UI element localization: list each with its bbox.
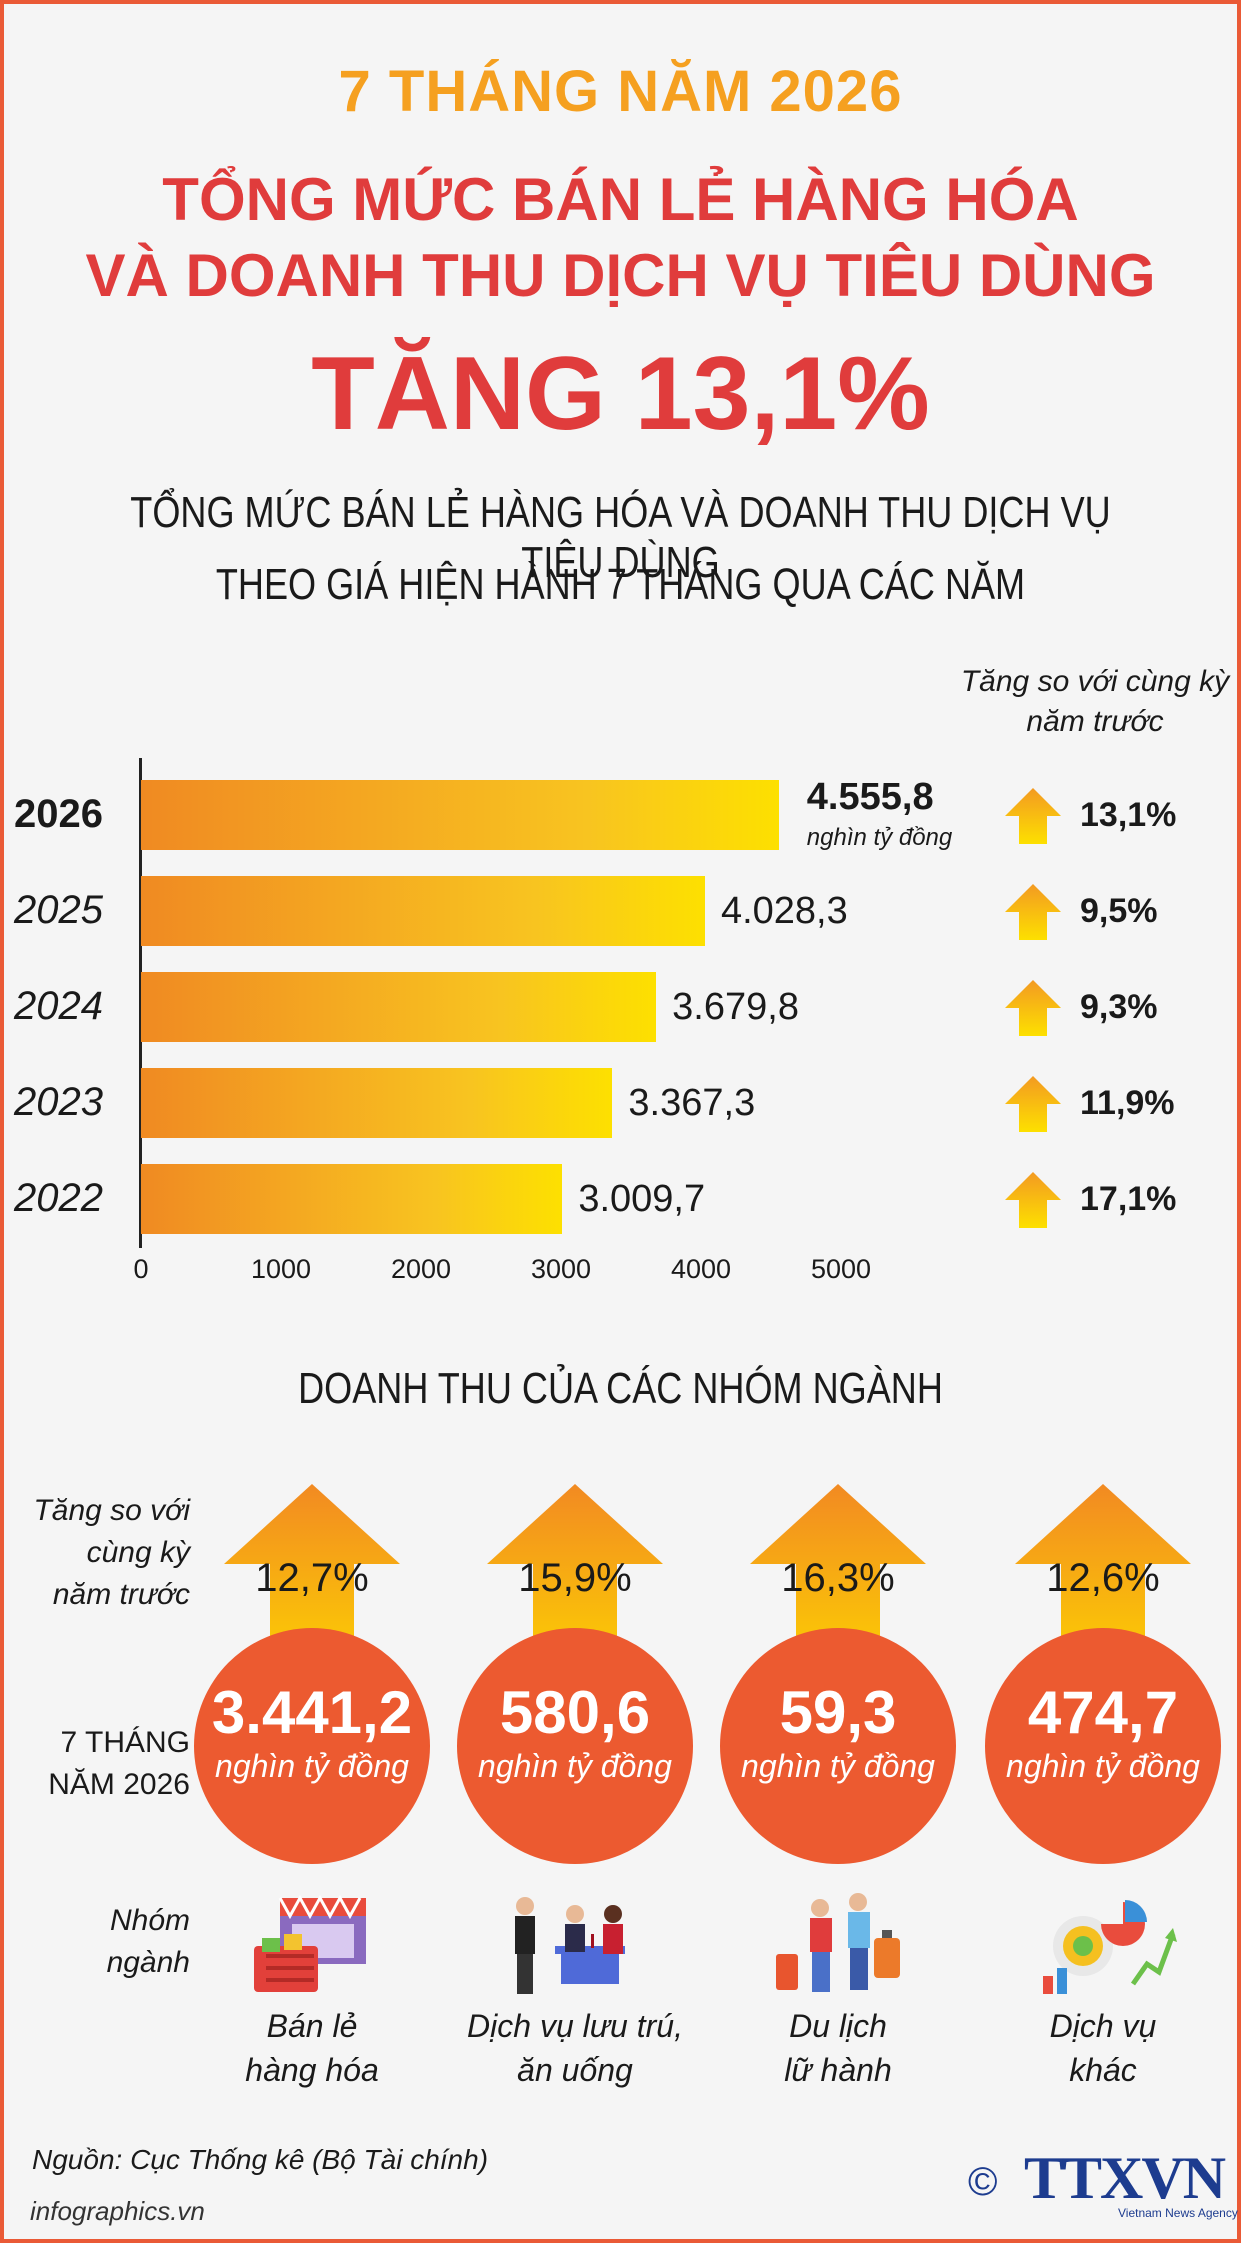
- travel-icon: [758, 1884, 918, 2004]
- bar: [141, 1164, 563, 1234]
- bar: [141, 780, 779, 850]
- sector-name-line2: hàng hóa: [245, 2052, 379, 2088]
- sector-unit: nghìn tỷ đồng: [215, 1748, 409, 1784]
- bar-category-label: 2023: [14, 1080, 103, 1124]
- bar-category-label: 2022: [14, 1176, 103, 1220]
- big-up-arrow-icon: [1013, 1482, 1193, 1682]
- sector-growth-label-2: cùng kỳ: [86, 1536, 190, 1569]
- period-heading: 7 THÁNG NĂM 2026: [338, 59, 903, 124]
- growth-header: Tăng so với cùng kỳ năm trước: [960, 662, 1230, 742]
- bar-category-label: 2026: [14, 792, 103, 836]
- bar-value-label: 4.555,8: [806, 776, 934, 818]
- ttxvn-logo: TTXVN: [1024, 2145, 1226, 2211]
- sector-growth-value: 12,6%: [1046, 1556, 1160, 1600]
- y-axis-line: [139, 758, 142, 1248]
- up-arrow-icon: [1003, 786, 1063, 846]
- up-arrow-icon: [1003, 1074, 1063, 1134]
- sector-value-circle: 580,6 nghìn tỷ đồng: [457, 1628, 693, 1864]
- bar-category-label: 2024: [14, 984, 103, 1028]
- source-note: Nguồn: Cục Thống kê (Bộ Tài chính): [32, 2144, 489, 2175]
- sector-value: 59,3: [779, 1679, 897, 1746]
- growth-value: 9,3%: [1080, 988, 1158, 1026]
- sector-growth-value: 12,7%: [255, 1556, 369, 1600]
- headline-growth: TĂNG 13,1%: [311, 336, 930, 452]
- sector-value: 3.441,2: [211, 1679, 413, 1746]
- bar-value-label: 3.367,3: [628, 1082, 756, 1124]
- growth-value: 13,1%: [1080, 796, 1177, 834]
- up-arrow-icon: [1003, 882, 1063, 942]
- sector-growth-label-3: năm trước: [52, 1578, 190, 1611]
- x-tick-label: 0: [133, 1254, 149, 1284]
- big-up-arrow-icon: [485, 1482, 665, 1682]
- bar-value-label: 4.028,3: [720, 890, 848, 932]
- x-tick-label: 2000: [390, 1254, 452, 1284]
- sector-value: 580,6: [499, 1679, 651, 1746]
- bar-value-label: 3.009,7: [578, 1178, 706, 1220]
- sector-growth-label: Tăng so với cùng kỳ năm trước: [10, 1490, 190, 1616]
- main-title-line1: TỔNG MỨC BÁN LẺ HÀNG HÓA: [162, 166, 1079, 233]
- sector-unit: nghìn tỷ đồng: [478, 1748, 672, 1784]
- chart-title-line1: TỔNG MỨC BÁN LẺ HÀNG HÓA VÀ DOANH THU DỊ…: [130, 488, 1111, 587]
- copyright-icon: ©: [968, 2160, 998, 2204]
- sector-group-label: Nhóm ngành: [10, 1900, 190, 1984]
- sector-value-circle: 59,3 nghìn tỷ đồng: [720, 1628, 956, 1864]
- sector-growth-label-1: Tăng so với: [33, 1494, 190, 1527]
- sector-growth-value: 15,9%: [518, 1556, 632, 1600]
- sector-name-line1: Dịch vụ: [1049, 2008, 1157, 2044]
- growth-value: 9,5%: [1080, 892, 1158, 930]
- sector-value-circle: 3.441,2 nghìn tỷ đồng: [194, 1628, 430, 1864]
- growth-header-line2: năm trước: [1026, 705, 1164, 738]
- bar-chart: 2026 4.555,8 nghìn tỷ đồng 13,1% 2025 4.028,3…: [14, 758, 1177, 1284]
- big-up-arrow-icon: [222, 1482, 402, 1682]
- x-tick-label: 5000: [810, 1254, 872, 1284]
- sector-group-label-2: ngành: [106, 1946, 190, 1979]
- up-arrow-icon: [1003, 978, 1063, 1038]
- main-title-line2: VÀ DOANH THU DỊCH VỤ TIÊU DÙNG: [85, 242, 1156, 309]
- sector-period-label: 7 THÁNG NĂM 2026: [10, 1722, 190, 1806]
- chart-title-line2: THEO GIÁ HIỆN HÀNH 7 THÁNG QUA CÁC NĂM: [215, 560, 1026, 609]
- bar-unit-label: nghìn tỷ đồng: [806, 824, 953, 851]
- x-tick-label: 3000: [530, 1254, 592, 1284]
- sector-name-line2: lữ hành: [784, 2052, 892, 2088]
- sector-group-label-1: Nhóm: [109, 1904, 190, 1937]
- bar: [141, 1068, 613, 1138]
- bar-category-label: 2025: [14, 888, 103, 932]
- sector-name-line1: Dịch vụ lưu trú,: [467, 2008, 683, 2044]
- sector-name-line1: Bán lẻ: [266, 2008, 358, 2044]
- bar: [141, 876, 705, 946]
- logo-subtitle: Vietnam News Agency: [1118, 2206, 1238, 2220]
- sector-name-line2: khác: [1069, 2052, 1137, 2088]
- growth-header-line1: Tăng so với cùng kỳ: [960, 665, 1230, 698]
- bar-value-label: 3.679,8: [672, 986, 799, 1028]
- sector-growth-value: 16,3%: [781, 1556, 895, 1600]
- shopping-basket-icon: [232, 1884, 392, 2004]
- sector-unit: nghìn tỷ đồng: [741, 1748, 935, 1784]
- x-tick-label: 1000: [250, 1254, 312, 1284]
- sector-period-label-1: 7 THÁNG: [60, 1726, 190, 1759]
- growth-value: 17,1%: [1080, 1180, 1177, 1218]
- x-tick-label: 4000: [670, 1254, 732, 1284]
- growth-value: 11,9%: [1080, 1084, 1175, 1122]
- services-chart-icon: [1023, 1884, 1183, 2004]
- sector-name-line1: Du lịch: [789, 2008, 887, 2044]
- big-up-arrow-icon: [748, 1482, 928, 1682]
- restaurant-icon: [495, 1884, 655, 2004]
- sector-name-line2: ăn uống: [517, 2052, 633, 2088]
- sectors-title: DOANH THU CỦA CÁC NHÓM NGÀNH: [298, 1364, 943, 1413]
- sector-value-circle: 474,7 nghìn tỷ đồng: [985, 1628, 1221, 1864]
- site-url: infographics.vn: [30, 2196, 205, 2226]
- sector-unit: nghìn tỷ đồng: [1006, 1748, 1200, 1784]
- bar: [141, 972, 657, 1042]
- up-arrow-icon: [1003, 1170, 1063, 1230]
- sector-value: 474,7: [1027, 1679, 1179, 1746]
- sector-period-label-2: NĂM 2026: [48, 1768, 190, 1801]
